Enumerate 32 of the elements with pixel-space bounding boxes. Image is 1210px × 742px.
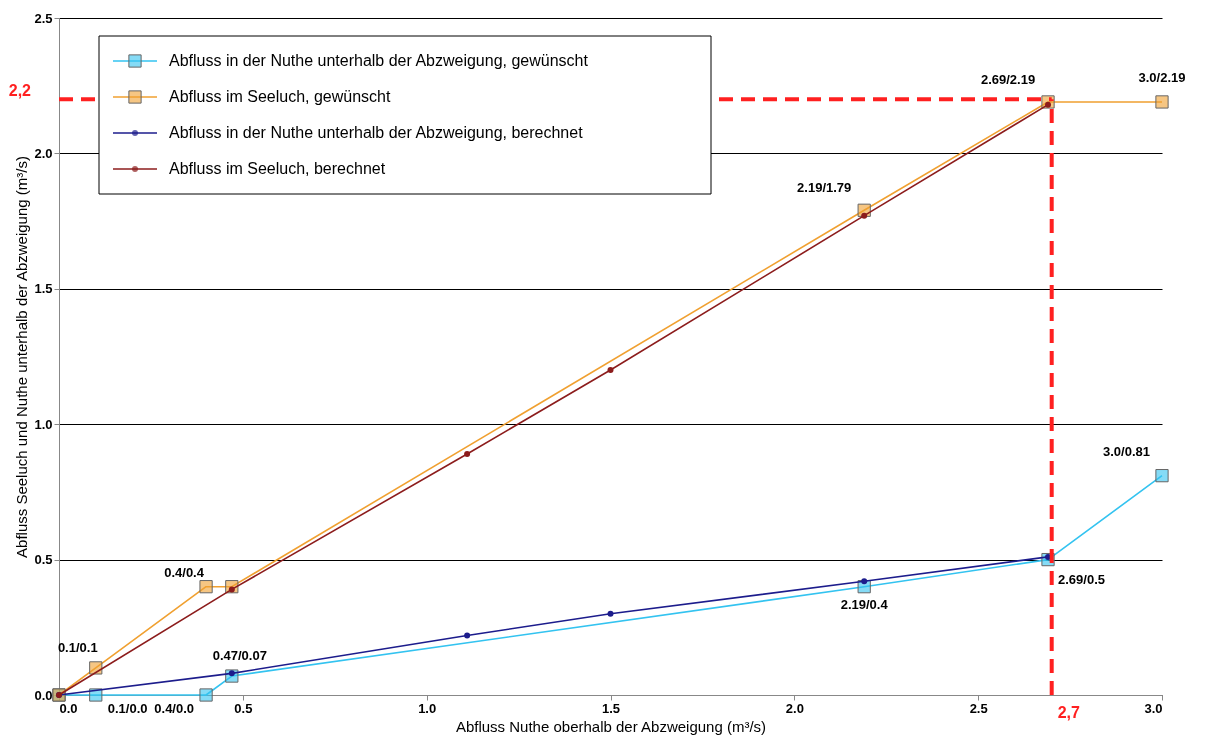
annotation: 0.4/0.4 [164, 564, 205, 580]
annotation: 3.0/2.19 [1138, 69, 1186, 85]
annotation: 2.69/2.19 [980, 71, 1036, 87]
annotation: 0.4/0.0 [154, 701, 195, 716]
y-tick-label: 2.0 [34, 145, 53, 161]
annotation: 2.69/0.5 [1058, 571, 1106, 587]
ref-line-label: 2,2 [8, 82, 32, 100]
ref-line-label: 2,7 [1057, 704, 1081, 721]
legend-label: Abfluss im Seeluch, gewünscht [169, 88, 391, 105]
x-tick-label: 0.0 [59, 700, 78, 716]
legend-label: Abfluss im Seeluch, berechnet [169, 160, 386, 177]
x-tick-label: 0.5 [234, 700, 253, 716]
annotation: 3.0/0.81 [1103, 443, 1150, 459]
x-tick-label: 2.5 [969, 700, 988, 716]
y-axis-title: Abfluss Seeluch und Nuthe unterhalb der Abzweigung (m³/s) [13, 156, 31, 558]
x-axis-title: Abfluss Nuthe oberhalb der Abzweigung (m³/s) [455, 717, 767, 735]
y-tick-label: 0.5 [34, 552, 53, 568]
y-tick-label: 1.5 [34, 281, 53, 297]
x-tick-label: 2.0 [785, 700, 804, 716]
annotation: 2.19/1.79 [797, 180, 852, 196]
annotation: 0.47/0.07 [212, 648, 267, 664]
legend-label: Abfluss in der Nuthe unterhalb der Abzweigung, gewünscht [169, 52, 589, 69]
x-tick-label: 3.0 [1144, 700, 1163, 716]
y-tick-label: 1.0 [34, 416, 53, 432]
annotation: 0.1/0.0 [107, 701, 148, 716]
y-tick-label: 2.5 [34, 10, 53, 26]
annotation: 2.19/0.4 [840, 596, 889, 612]
x-tick-label: 1.5 [601, 700, 621, 716]
legend-label: Abfluss in der Nuthe unterhalb der Abzweigung, berechnet [169, 124, 584, 141]
annotation: 0.1/0.1 [57, 639, 98, 655]
y-tick-label: 0.0 [34, 687, 53, 703]
x-tick-label: 1.0 [418, 700, 437, 716]
